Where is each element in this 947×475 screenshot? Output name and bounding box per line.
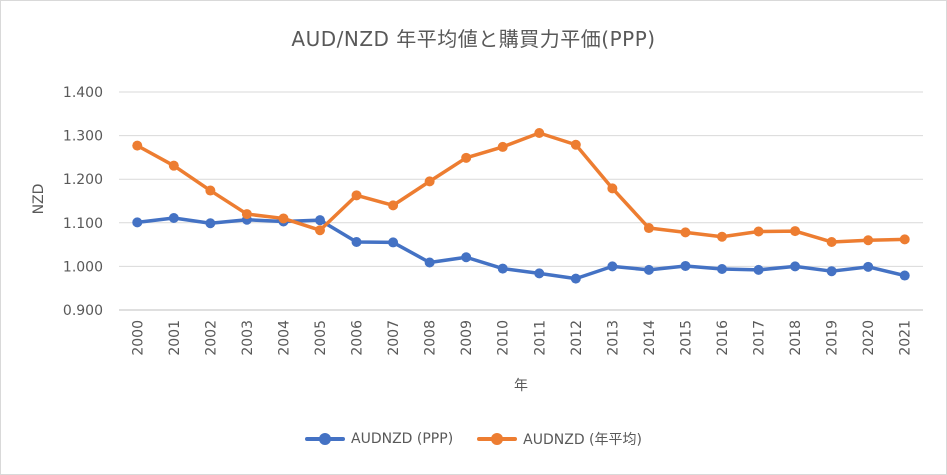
data-point bbox=[643, 223, 654, 234]
x-tick-label: 2011 bbox=[532, 320, 548, 356]
data-point bbox=[132, 217, 143, 228]
data-point bbox=[168, 213, 179, 224]
x-tick-label: 2019 bbox=[825, 320, 841, 356]
data-point bbox=[826, 266, 837, 277]
data-point bbox=[680, 227, 691, 238]
legend-swatch-ppp bbox=[305, 432, 345, 446]
data-point bbox=[388, 200, 399, 211]
data-point bbox=[607, 183, 618, 194]
x-tick-label: 2008 bbox=[423, 320, 439, 356]
data-point bbox=[790, 261, 801, 272]
data-point bbox=[497, 141, 508, 152]
y-tick-label: 1.200 bbox=[63, 172, 103, 188]
gridlines bbox=[119, 91, 923, 311]
x-tick-label: 2014 bbox=[642, 320, 658, 356]
legend-swatch-annual bbox=[477, 432, 518, 446]
x-axis-ticks: 2000 2001 2002 2003 2004 2005 2006 2007 2008 2009… bbox=[130, 320, 913, 356]
data-point bbox=[753, 226, 764, 237]
x-tick-label: 2020 bbox=[861, 320, 877, 356]
data-point bbox=[388, 237, 399, 248]
data-point bbox=[717, 231, 727, 242]
data-point bbox=[899, 270, 910, 281]
legend: AUDNZD (PPP) AUDNZD (年平均) bbox=[1, 429, 946, 449]
data-point bbox=[351, 236, 362, 247]
legend-item-ppp: AUDNZD (PPP) bbox=[305, 429, 453, 449]
x-tick-label: 2000 bbox=[130, 320, 146, 356]
y-axis-ticks: 0.900 1.000 1.100 1.200 1.300 1.400 bbox=[63, 85, 103, 319]
data-point bbox=[863, 261, 874, 272]
x-tick-label: 2017 bbox=[752, 320, 768, 356]
data-point bbox=[241, 209, 252, 220]
data-point bbox=[570, 273, 581, 284]
x-tick-label: 2004 bbox=[276, 320, 292, 356]
data-point bbox=[497, 263, 508, 274]
x-tick-label: 2007 bbox=[386, 320, 402, 356]
x-tick-label: 2009 bbox=[459, 320, 475, 356]
x-tick-label: 2002 bbox=[203, 320, 219, 356]
series-layer bbox=[132, 127, 910, 284]
data-point bbox=[132, 140, 143, 151]
series-line-1 bbox=[135, 131, 907, 244]
data-point bbox=[205, 218, 216, 229]
data-point bbox=[863, 235, 874, 246]
data-point bbox=[790, 226, 801, 237]
data-point bbox=[607, 261, 618, 272]
data-point bbox=[534, 268, 545, 279]
x-tick-label: 2012 bbox=[569, 320, 585, 356]
x-tick-label: 2001 bbox=[167, 320, 183, 356]
data-point bbox=[205, 185, 216, 196]
y-tick-label: 1.300 bbox=[63, 129, 103, 145]
y-tick-label: 0.900 bbox=[63, 303, 103, 319]
data-point bbox=[570, 139, 581, 150]
data-point bbox=[826, 236, 837, 247]
series-line-0 bbox=[135, 216, 907, 281]
x-tick-label: 2013 bbox=[605, 320, 621, 356]
x-tick-label: 2018 bbox=[788, 320, 804, 356]
data-point bbox=[899, 234, 910, 245]
data-point bbox=[315, 225, 325, 236]
x-tick-label: 2006 bbox=[350, 320, 366, 356]
legend-item-annual: AUDNZD (年平均) bbox=[477, 429, 642, 449]
data-point bbox=[424, 176, 435, 187]
data-point bbox=[424, 257, 435, 268]
y-tick-label: 1.000 bbox=[63, 259, 103, 275]
y-axis-title: NZD bbox=[31, 184, 47, 215]
data-point bbox=[753, 264, 764, 275]
data-point bbox=[278, 213, 289, 224]
x-tick-label: 2005 bbox=[313, 320, 329, 356]
x-tick-label: 2016 bbox=[715, 320, 731, 356]
data-point bbox=[717, 264, 727, 275]
x-tick-label: 2003 bbox=[240, 320, 256, 356]
y-tick-label: 1.100 bbox=[63, 216, 103, 232]
legend-label-ppp: AUDNZD (PPP) bbox=[351, 431, 454, 447]
data-point bbox=[643, 264, 654, 275]
data-point bbox=[461, 252, 472, 263]
chart-title: AUD/NZD 年平均値と購買力平価(PPP) bbox=[291, 27, 656, 51]
data-point bbox=[461, 152, 472, 163]
data-point bbox=[315, 215, 325, 226]
data-point bbox=[680, 260, 691, 271]
legend-label-annual: AUDNZD (年平均) bbox=[523, 432, 642, 448]
data-point bbox=[351, 190, 362, 201]
y-tick-label: 1.400 bbox=[63, 85, 103, 101]
data-point bbox=[534, 127, 545, 138]
x-tick-label: 2015 bbox=[678, 320, 694, 356]
x-tick-label: 2010 bbox=[496, 320, 512, 356]
x-tick-label: 2021 bbox=[898, 320, 914, 356]
x-axis-title: 年 bbox=[514, 378, 528, 394]
data-point bbox=[168, 160, 179, 171]
